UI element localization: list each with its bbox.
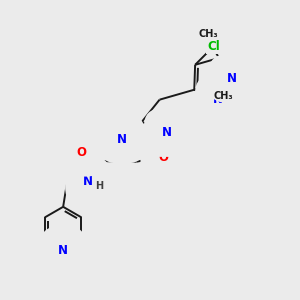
Text: N: N — [162, 126, 172, 139]
Text: O: O — [76, 146, 86, 159]
Text: N: N — [117, 133, 127, 146]
Text: N: N — [83, 175, 93, 188]
Text: N: N — [58, 244, 68, 257]
Text: O: O — [158, 152, 168, 164]
Text: CH₃: CH₃ — [198, 29, 218, 39]
Text: CH₃: CH₃ — [214, 91, 233, 101]
Text: N: N — [226, 72, 236, 85]
Text: H: H — [95, 181, 103, 190]
Text: Cl: Cl — [207, 40, 220, 53]
Text: N: N — [213, 93, 223, 106]
